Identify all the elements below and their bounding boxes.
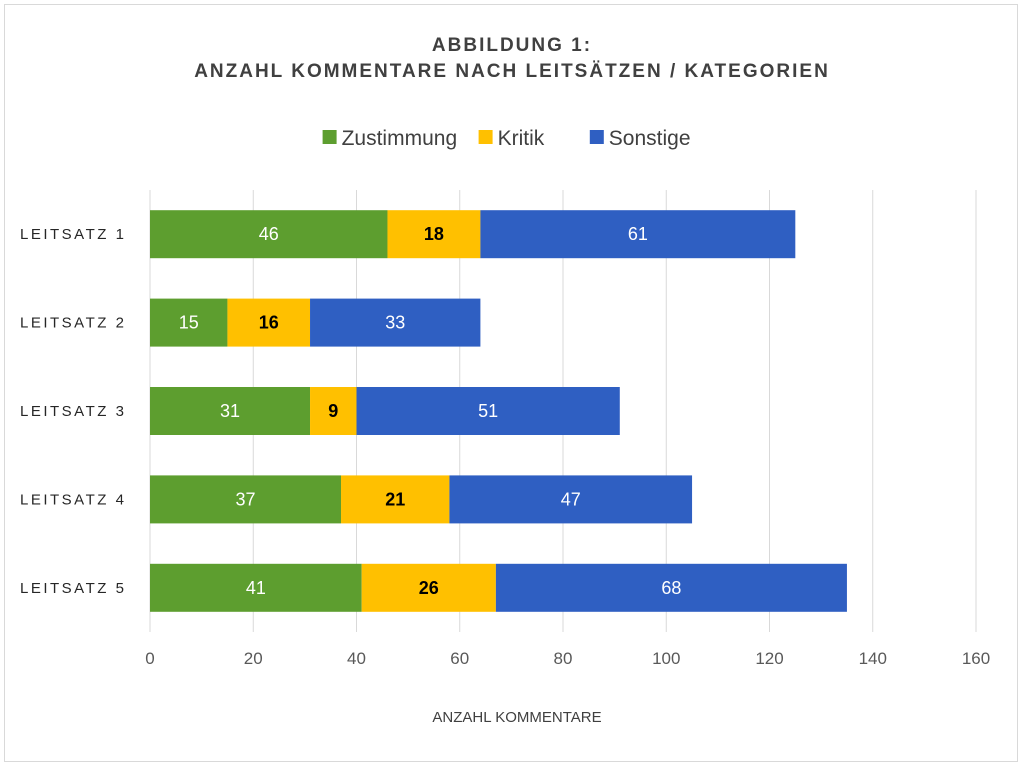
bar-kritik-4 [341,475,450,524]
bar-sonstige-1 [480,210,796,259]
x-tick-label: 0 [145,649,154,668]
bar-sonstige-3 [356,387,620,435]
data-label: 15 [179,313,199,333]
bar-kritik-3 [310,387,357,435]
x-tick-label: 80 [554,649,573,668]
data-label: 18 [424,224,444,244]
chart-title-line1: ABBILDUNG 1: [432,35,592,56]
data-label: 68 [661,578,681,598]
data-label: 9 [328,401,338,421]
legend-swatch-sonstige [589,130,604,144]
bar-zustimmung-5 [150,563,362,612]
x-tick-label: 100 [652,649,680,668]
data-label: 41 [246,578,266,598]
data-label: 37 [235,489,255,509]
legend-label-sonstige: Sonstige [609,127,691,150]
category-labels: LEITSATZ 1 LEITSATZ 2 LEITSATZ 3 LEITSATZ 4… [20,226,126,597]
x-tick-label: 40 [347,649,366,668]
bar-sonstige-2 [310,298,481,347]
data-label: 31 [220,401,240,421]
bar-sonstige-5 [495,563,847,612]
x-tick-label: 120 [755,649,783,668]
data-label: 26 [419,578,439,598]
bar-zustimmung-4 [150,475,342,524]
gridlines [149,190,977,632]
bar-kritik-1 [387,210,481,259]
data-label: 21 [385,489,405,509]
bar-kritik-5 [361,563,496,612]
bars: 46 18 61 15 16 33 31 9 51 37 21 47 41 26 68 [150,210,847,612]
category-label: LEITSATZ 3 [20,403,126,420]
data-label: 33 [385,313,405,333]
data-label: 51 [478,401,498,421]
data-label: 47 [561,489,581,509]
bar-sonstige-4 [449,475,693,524]
legend-label-kritik: Kritik [498,127,545,150]
category-label: LEITSATZ 2 [20,315,126,332]
data-label: 46 [259,224,279,244]
x-tick-label: 160 [962,649,990,668]
chart-title-line2: ANZAHL KOMMENTARE NACH LEITSÄTZEN / KATE… [194,61,830,82]
bar-zustimmung-2 [150,298,228,347]
legend-swatch-kritik [478,130,493,144]
x-tick-labels: 0 20 40 60 80 100 120 140 160 [145,649,990,668]
data-label: 16 [259,313,279,333]
bar-kritik-2 [227,298,311,347]
chart-frame [4,4,1018,762]
data-label: 61 [628,224,648,244]
category-label: LEITSATZ 4 [20,491,126,508]
category-label: LEITSATZ 5 [20,580,126,597]
category-label: LEITSATZ 1 [20,226,126,243]
x-tick-label: 20 [244,649,263,668]
x-tick-label: 140 [859,649,887,668]
legend: Zustimmung Kritik Sonstige [322,127,691,150]
bar-zustimmung-3 [150,387,311,435]
bar-zustimmung-1 [150,210,388,259]
legend-swatch-zustimmung [322,130,337,144]
x-axis-title: ANZAHL KOMMENTARE [432,709,601,726]
legend-label-zustimmung: Zustimmung [342,127,458,150]
x-tick-label: 60 [450,649,469,668]
